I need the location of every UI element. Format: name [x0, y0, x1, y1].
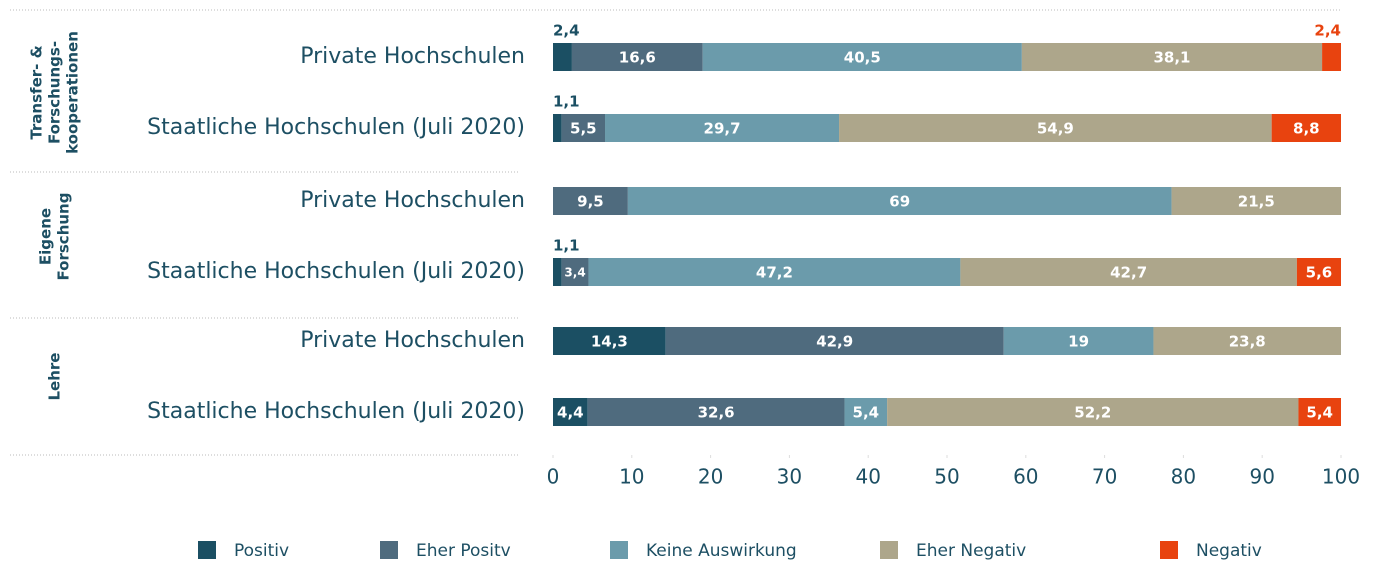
category-label: Staatliche Hochschulen (Juli 2020)	[147, 115, 525, 140]
value-label: 3,4	[564, 266, 585, 280]
x-tick-label: 70	[1092, 465, 1117, 489]
bar-segment	[839, 114, 1272, 142]
category-label: Staatliche Hochschulen (Juli 2020)	[147, 259, 525, 284]
value-label: 16,6	[619, 49, 656, 67]
bar-segment	[1003, 327, 1154, 355]
bar-segment	[844, 398, 888, 426]
value-label: 42,9	[816, 333, 853, 351]
group-label: Lehre	[46, 353, 64, 401]
value-label: 2,4	[553, 22, 580, 40]
value-label: 8,8	[1293, 120, 1320, 138]
x-tick-label: 0	[547, 465, 560, 489]
value-label: 1,1	[553, 237, 580, 255]
value-label: 52,2	[1074, 404, 1111, 422]
group-label: Eigene	[37, 208, 55, 265]
category-label: Private Hochschulen	[300, 44, 525, 69]
legend-label: Eher Negativ	[916, 541, 1026, 561]
value-label: 69	[889, 193, 910, 211]
value-label: 32,6	[698, 404, 735, 422]
value-label: 1,1	[553, 93, 580, 111]
value-label: 21,5	[1238, 193, 1275, 211]
value-label: 14,3	[591, 333, 628, 351]
x-tick-label: 90	[1249, 465, 1274, 489]
x-tick-label: 40	[855, 465, 880, 489]
value-label: 42,7	[1110, 264, 1147, 282]
x-tick-label: 100	[1322, 465, 1360, 489]
bar-segment	[1322, 43, 1341, 71]
bar-segment	[1153, 327, 1341, 355]
bar-segment	[553, 327, 666, 355]
value-label: 19	[1068, 333, 1089, 351]
bar-segment	[1271, 114, 1341, 142]
bar-segment	[1298, 398, 1341, 426]
bar-segment	[605, 114, 840, 142]
value-label: 2,4	[1314, 22, 1341, 40]
category-label: Private Hochschulen	[300, 188, 525, 213]
bar-segment	[553, 187, 628, 215]
value-label: 5,6	[1306, 264, 1333, 282]
legend-swatch	[1160, 541, 1178, 559]
value-label: 38,1	[1153, 49, 1190, 67]
value-label: 40,5	[844, 49, 881, 67]
category-label: Private Hochschulen	[300, 328, 525, 353]
bar-segment	[588, 258, 961, 286]
value-label: 5,5	[570, 120, 597, 138]
value-label: 4,4	[557, 404, 584, 422]
legend-label: Keine Auswirkung	[646, 541, 797, 561]
bar-segment	[1296, 258, 1341, 286]
group-label: Transfer- &	[28, 45, 46, 139]
legend-label: Negativ	[1196, 541, 1262, 561]
legend-label: Eher Positv	[416, 541, 511, 561]
category-label: Staatliche Hochschulen (Juli 2020)	[147, 399, 525, 424]
legend-swatch	[880, 541, 898, 559]
group-label: kooperationen	[64, 31, 82, 154]
value-label: 47,2	[756, 264, 793, 282]
bar-segment	[571, 43, 703, 71]
legend-swatch	[610, 541, 628, 559]
group-label: Forschung	[55, 193, 73, 281]
value-label: 5,4	[853, 404, 880, 422]
bar-segment	[561, 114, 606, 142]
x-tick-label: 30	[777, 465, 802, 489]
x-tick-label: 60	[1013, 465, 1038, 489]
bar-segment	[553, 258, 562, 286]
value-label: 23,8	[1229, 333, 1266, 351]
value-label: 29,7	[704, 120, 741, 138]
bar-segment	[702, 43, 1022, 71]
value-label: 9,5	[577, 193, 604, 211]
bar-segment	[887, 398, 1299, 426]
bar-segment	[561, 258, 589, 286]
bar-segment	[587, 398, 845, 426]
x-tick-label: 80	[1171, 465, 1196, 489]
group-label: Forschungs-	[46, 41, 64, 144]
x-tick-label: 50	[934, 465, 959, 489]
bar-segment	[553, 398, 588, 426]
legend-swatch	[198, 541, 216, 559]
bar-segment	[1171, 187, 1341, 215]
legend-swatch	[380, 541, 398, 559]
bar-segment	[665, 327, 1004, 355]
bar-segment	[627, 187, 1172, 215]
bar-segment	[960, 258, 1297, 286]
value-label: 5,4	[1306, 404, 1333, 422]
bar-segment	[1021, 43, 1323, 71]
bar-segment	[553, 43, 572, 71]
legend-label: Positiv	[234, 541, 289, 561]
value-label: 54,9	[1037, 120, 1074, 138]
bar-segment	[553, 114, 562, 142]
x-tick-label: 10	[619, 465, 644, 489]
x-tick-label: 20	[698, 465, 723, 489]
